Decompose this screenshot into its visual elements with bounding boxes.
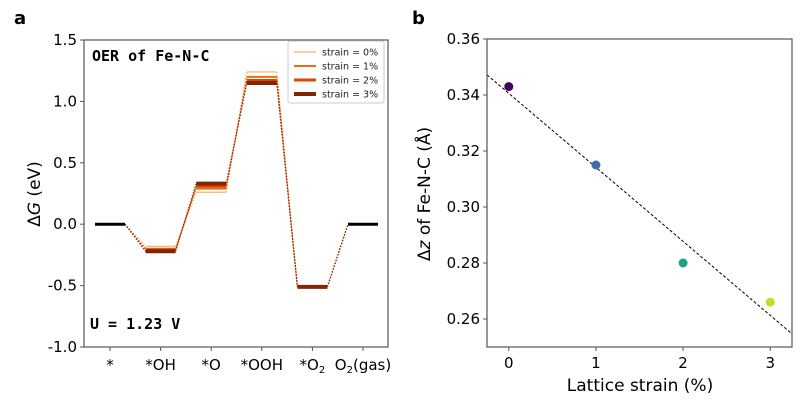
y-axis-label-a: ΔG (eV) xyxy=(25,161,45,227)
potential-annotation: U = 1.23 V xyxy=(90,315,180,333)
chart-title-a: OER of Fe-N-C xyxy=(92,47,209,65)
fit-line xyxy=(486,74,793,335)
connector-line xyxy=(225,76,248,189)
y-label-delta-b: Δ xyxy=(415,249,435,261)
x-tick-label: *OH xyxy=(145,356,176,374)
y-tick-label: 0.30 xyxy=(447,198,480,216)
x-tick-label-main: *O xyxy=(202,356,221,374)
x-tick-label-subscript: 2 xyxy=(347,365,353,376)
y-tick-label: 1.5 xyxy=(53,31,77,49)
y-axis-ticks-b: 0.36 0.34 0.32 0.30 0.28 0.26 xyxy=(447,30,487,328)
y-tick-label: 0.5 xyxy=(53,154,77,172)
connector-line xyxy=(225,82,248,184)
connector-line xyxy=(124,223,147,251)
y-tick-label: 1.0 xyxy=(53,92,77,110)
x-tick-label-main: *OH xyxy=(145,356,176,374)
data-point-1 xyxy=(591,160,601,170)
x-tick-label: O2(gas) xyxy=(335,356,391,376)
scatter-plot-area xyxy=(486,74,793,335)
y-tick-label: 0.36 xyxy=(447,30,480,48)
x-tick-label: *OOH xyxy=(241,356,283,374)
energy-levels xyxy=(95,71,378,289)
connector-line xyxy=(124,223,147,252)
y-label-unit: (eV) xyxy=(25,161,45,202)
y-tick-label: 0.28 xyxy=(447,254,480,272)
x-tick-label: 0 xyxy=(504,354,514,372)
y-label-delta: Δ xyxy=(25,215,45,227)
y-axis-ticks-a: 1.5 1.0 0.5 0.0 -0.5 -1.0 xyxy=(48,31,84,356)
data-point-3 xyxy=(765,297,775,307)
x-tick-label-main: *OOH xyxy=(241,356,283,374)
x-tick-label-main: *O xyxy=(300,356,319,374)
x-tick-label: * xyxy=(106,356,114,374)
plot-frame-b xyxy=(486,38,793,348)
y-tick-label: -0.5 xyxy=(48,277,77,295)
data-point-0 xyxy=(504,82,514,92)
y-tick-label: 0.26 xyxy=(447,310,480,328)
x-tick-label-tail: (gas) xyxy=(353,356,391,374)
x-tick-label-subscript: 2 xyxy=(319,365,325,376)
x-axis-label-b: Lattice strain (%) xyxy=(567,376,713,396)
x-axis-ticks-a: * *OH *O *OOH *O2 O2(gas) xyxy=(106,347,391,376)
panel-label-a: a xyxy=(14,8,26,29)
y-tick-label: 0.32 xyxy=(447,142,480,160)
y-tick-label: 0.0 xyxy=(53,215,77,233)
legend-label: strain = 2% xyxy=(322,76,378,87)
x-tick-label: *O xyxy=(202,356,221,374)
x-tick-label: 2 xyxy=(678,354,688,372)
y-axis-label-b: Δz of Fe-N-C (Å) xyxy=(413,127,435,261)
connector-line xyxy=(175,185,197,251)
connector-line xyxy=(124,223,147,247)
panel-b-scatter: b 0.36 0.34 0.32 0.30 0.28 0.26 0 1 2 3 Lattice … xyxy=(412,8,793,396)
legend-label: strain = 1% xyxy=(322,62,378,73)
legend: strain = 0% strain = 1% strain = 2% strain … xyxy=(287,40,385,104)
x-tick-label-main: * xyxy=(106,356,114,374)
legend-label: strain = 3% xyxy=(322,90,378,101)
plot-frame-a xyxy=(83,39,389,348)
panel-a-energy-diagram: a 1.51.00.50.0-0.5-1.0 * *OH *O *OOH *O2 O2(g… xyxy=(14,8,391,376)
legend-label: strain = 0% xyxy=(322,48,378,59)
connector-line xyxy=(175,192,197,247)
y-label-g: G xyxy=(25,202,45,215)
x-axis-ticks-b: 0 1 2 3 xyxy=(504,347,775,372)
y-tick-label: 0.34 xyxy=(447,86,480,104)
legend-box xyxy=(287,40,385,104)
x-tick-label: 3 xyxy=(765,354,775,372)
x-tick-label-main: O xyxy=(335,356,347,374)
x-tick-label: *O2 xyxy=(300,356,326,376)
data-point-2 xyxy=(678,258,688,268)
connector-line xyxy=(326,224,349,288)
panel-label-b: b xyxy=(412,8,425,29)
connector-line xyxy=(276,82,298,287)
y-tick-label: -1.0 xyxy=(48,338,77,356)
x-tick-label: 1 xyxy=(591,354,601,372)
y-label-z: z xyxy=(415,239,435,250)
y-label-rest: of Fe-N-C (Å) xyxy=(413,127,435,241)
